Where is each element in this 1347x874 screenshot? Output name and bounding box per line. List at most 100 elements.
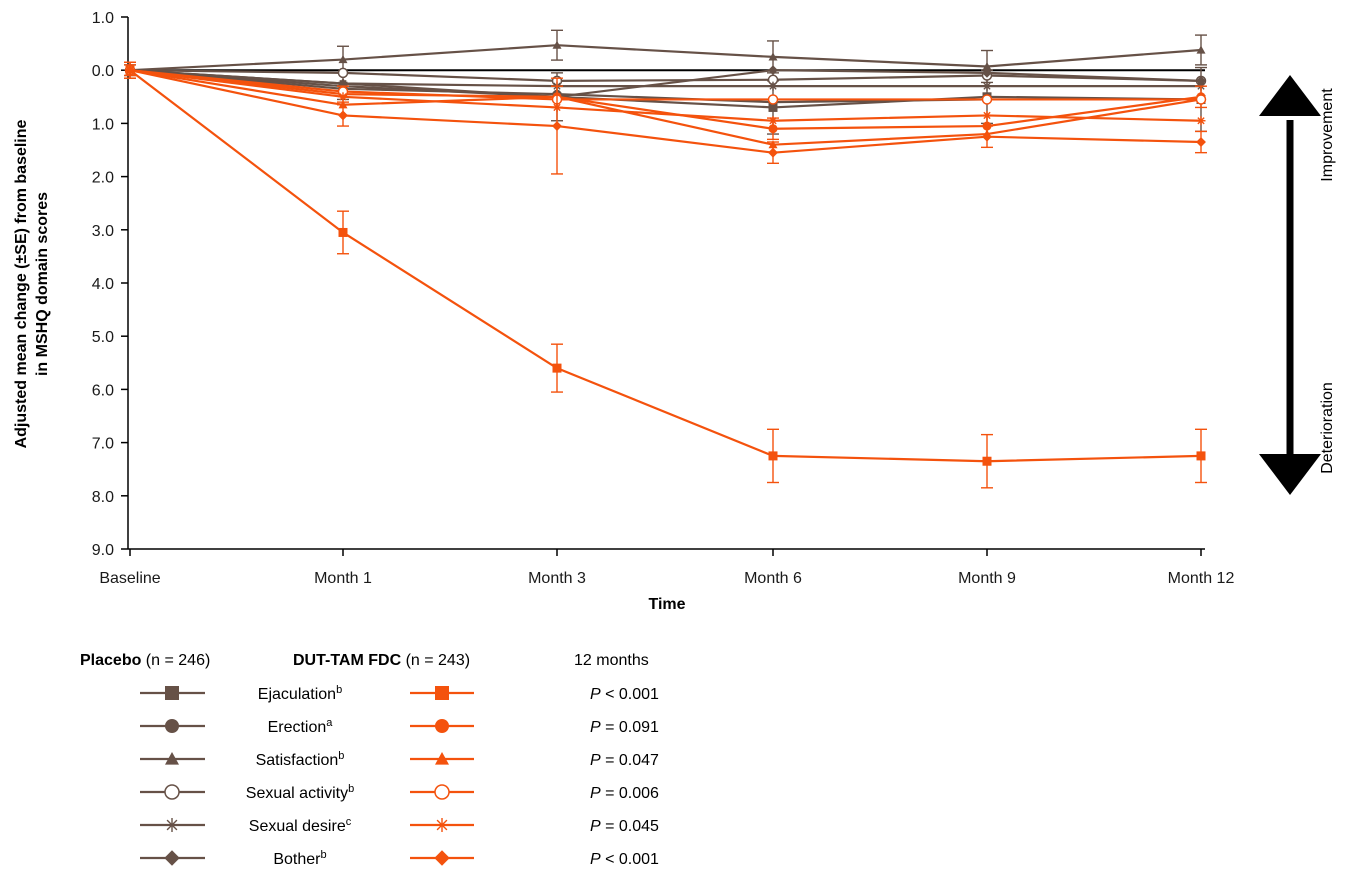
improvement-deterioration-arrow: ImprovementDeterioration — [1259, 75, 1336, 495]
diamond-marker — [164, 850, 179, 865]
series-dut_tam-ejaculation — [124, 65, 1207, 488]
square-marker — [435, 686, 449, 700]
diamond-marker — [434, 850, 449, 865]
diamond-marker — [768, 148, 778, 158]
legend-header-dut-tam: DUT-TAM FDC (n = 243) — [293, 652, 470, 669]
y-tick-label: 3.0 — [92, 223, 114, 240]
series-dut_tam-erection — [124, 62, 1207, 139]
p-symbol: P — [590, 818, 601, 835]
legend-domain-text: Satisfaction — [256, 752, 339, 769]
legend-domain-label: Botherb — [273, 849, 326, 868]
legend-placebo-n: (n = 246) — [141, 652, 210, 669]
x-tick-label: Month 6 — [744, 570, 802, 587]
p-value-text: = 0.091 — [601, 719, 659, 736]
legend-placebo-label: Placebo — [80, 652, 142, 669]
diamond-marker — [338, 110, 348, 120]
arrow-head-down — [1259, 454, 1321, 495]
open-circle-marker — [1197, 95, 1206, 104]
series-lines — [124, 30, 1207, 488]
asterisk-marker — [983, 111, 992, 120]
legend-domain-label: Erectiona — [268, 717, 334, 736]
legend-domain-text: Bother — [273, 851, 321, 868]
legend-row-sexual-desire: Sexual desirec P = 0.045 — [140, 816, 659, 835]
p-value-text: < 0.001 — [601, 851, 659, 868]
x-tick-label: Month 1 — [314, 570, 372, 587]
legend-dut-n: (n = 243) — [401, 652, 470, 669]
p-value-text: = 0.006 — [601, 785, 659, 802]
y-tick-label: 7.0 — [92, 436, 114, 453]
y-axis-title-line-2: in MSHQ domain scores — [34, 192, 51, 376]
legend-p-value: P = 0.045 — [590, 818, 659, 835]
y-tick-label: 5.0 — [92, 329, 114, 346]
legend-row-erection: Erectiona P = 0.091 — [140, 717, 659, 736]
p-value-text: < 0.001 — [601, 686, 659, 703]
p-symbol: P — [590, 719, 601, 736]
legend-domain-text: Erection — [268, 719, 327, 736]
legend-footnote: b — [336, 684, 342, 696]
legend-domain-label: Sexual desirec — [249, 816, 352, 835]
legend-row-bother: Botherb P < 0.001 — [140, 849, 659, 868]
legend-domain-text: Ejaculation — [258, 686, 336, 703]
legend-domain-text: Sexual activity — [246, 785, 348, 802]
p-symbol: P — [590, 785, 601, 802]
asterisk-marker — [435, 818, 449, 832]
legend-domain-text: Sexual desire — [249, 818, 346, 835]
y-tick-label: 9.0 — [92, 542, 114, 559]
diamond-marker — [768, 65, 778, 75]
legend-domain-label: Sexual activityb — [246, 783, 354, 802]
y-tick-label: 1.0 — [92, 116, 114, 133]
square-marker — [1197, 451, 1206, 460]
legend-p-value: P < 0.001 — [590, 686, 659, 703]
legend-row-sexual-activity: Sexual activityb P = 0.006 — [140, 783, 659, 802]
legend-footnote: c — [346, 816, 352, 828]
p-symbol: P — [590, 686, 601, 703]
p-symbol: P — [590, 752, 601, 769]
legend-p-value: P = 0.047 — [590, 752, 659, 769]
x-tick-label: Month 3 — [528, 570, 586, 587]
series-line — [130, 70, 1201, 461]
square-marker — [769, 451, 778, 460]
legend-row-ejaculation: Ejaculationb P < 0.001 — [140, 684, 659, 703]
p-value-text: = 0.045 — [601, 818, 659, 835]
legend-footnote: b — [321, 849, 327, 861]
legend-p-value: P < 0.001 — [590, 851, 659, 868]
series-dut_tam-satisfaction — [126, 66, 1206, 149]
legend: Placebo (n = 246) DUT-TAM FDC (n = 243) 12… — [80, 652, 659, 868]
legend-header-placebo: Placebo (n = 246) — [80, 652, 210, 669]
x-tick-label: Baseline — [99, 570, 160, 587]
open-circle-marker — [769, 95, 778, 104]
y-tick-label: 6.0 — [92, 382, 114, 399]
legend-footnote: a — [326, 717, 333, 729]
circle-marker — [435, 719, 449, 733]
x-tick-label: Month 9 — [958, 570, 1016, 587]
open-circle-marker — [339, 68, 348, 77]
asterisk-marker — [983, 82, 992, 91]
y-axis-title: Adjusted mean change (±SE) from baseline… — [13, 119, 51, 448]
legend-period: 12 months — [574, 652, 649, 669]
p-symbol: P — [590, 851, 601, 868]
legend-footnote: b — [348, 783, 354, 795]
improvement-label: Improvement — [1319, 88, 1336, 182]
circle-marker — [769, 124, 778, 133]
diamond-marker — [1196, 137, 1206, 147]
legend-p-value: P = 0.006 — [590, 785, 659, 802]
asterisk-marker — [769, 116, 778, 125]
x-axis-title: Time — [648, 596, 685, 613]
legend-domain-label: Satisfactionb — [256, 750, 345, 769]
y-tick-label: 4.0 — [92, 276, 114, 293]
square-marker — [983, 457, 992, 466]
diamond-marker — [552, 121, 562, 131]
legend-dut-label: DUT-TAM FDC — [293, 652, 402, 669]
x-tick-label: Month 12 — [1168, 570, 1235, 587]
asterisk-marker — [1197, 116, 1206, 125]
square-marker — [339, 228, 348, 237]
y-tick-label: 2.0 — [92, 170, 114, 187]
circle-marker — [165, 719, 179, 733]
open-circle-marker — [435, 785, 449, 799]
square-marker — [165, 686, 179, 700]
y-tick-label: 1.0 — [92, 10, 114, 27]
p-value-text: = 0.047 — [601, 752, 659, 769]
asterisk-marker — [165, 818, 179, 832]
legend-row-satisfaction: Satisfactionb P = 0.047 — [140, 750, 659, 769]
